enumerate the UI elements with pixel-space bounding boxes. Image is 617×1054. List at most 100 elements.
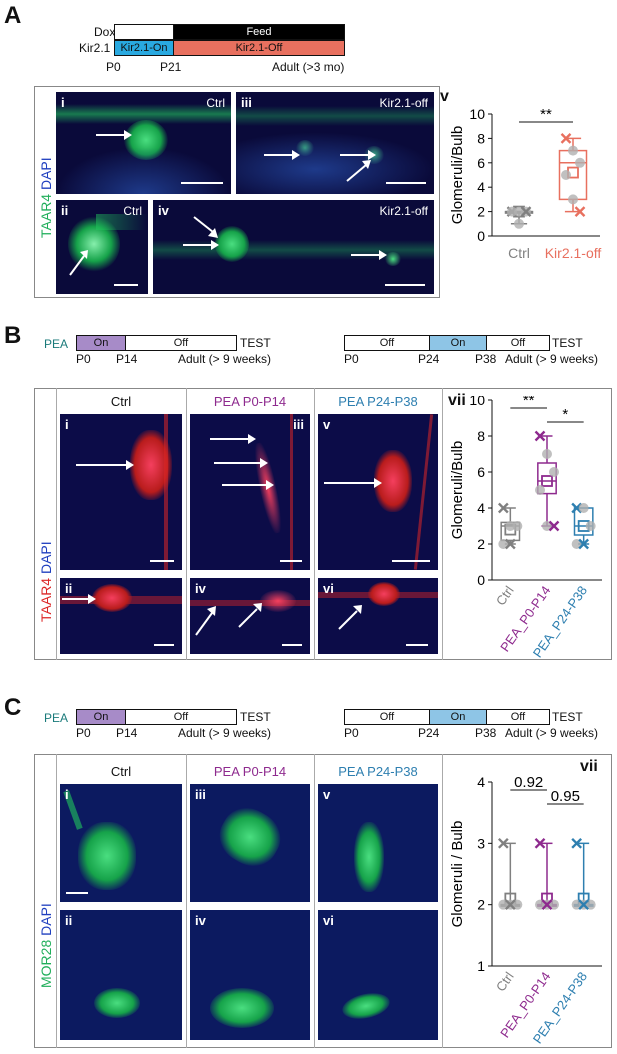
category-label: Kir2.1-off: [545, 245, 602, 261]
image-label: i: [65, 787, 69, 802]
tick-adult: Adult (>3 mo): [272, 60, 345, 74]
arrow-icon: [69, 250, 88, 276]
image-label: v: [323, 787, 331, 802]
data-point: [498, 539, 509, 549]
arrow-icon: [264, 150, 300, 160]
timeline2-on-bar: On: [429, 709, 487, 725]
chart-b: 0246810Glomeruli/BulbCtrlPEA_P0-P14PEA_P…: [449, 396, 602, 658]
image-label: ii: [61, 203, 69, 218]
y-tick-label: 0: [477, 572, 485, 588]
y-axis-label: Glomeruli/Bulb: [449, 441, 466, 539]
y-tick-label: 0: [477, 228, 485, 244]
y-axis-label: Glomeruli/Bulb: [449, 126, 466, 224]
category-label: Ctrl: [493, 583, 517, 608]
image-condition: Ctrl: [206, 96, 225, 110]
data-point: [549, 899, 559, 910]
tick-p14: P14: [116, 726, 138, 740]
data-point: [535, 485, 545, 495]
micrograph-a-iii: iii Kir2.1-off: [236, 92, 434, 194]
data-point: [578, 899, 590, 911]
scale-bar: [181, 182, 223, 184]
y-tick-label: 2: [477, 897, 485, 913]
data-point: [548, 520, 560, 532]
arrow-icon: [214, 458, 268, 468]
timeline2-test: TEST: [552, 710, 583, 724]
micrograph-c-ii: ii: [60, 910, 182, 1040]
scale-bar: [154, 644, 174, 646]
image-label: v: [323, 417, 331, 432]
significance-label: **: [523, 396, 535, 409]
micrograph-b-ii: ii: [60, 578, 182, 654]
chart-c-roman: vii: [580, 758, 598, 775]
column-header-ctrl: Ctrl: [110, 764, 132, 779]
image-label: vi: [323, 913, 334, 928]
data-point: [505, 521, 516, 531]
tick-p24: P24: [418, 726, 440, 740]
image-condition: Kir2.1-off: [379, 96, 428, 110]
data-point: [571, 899, 582, 910]
y-tick-label: 3: [477, 835, 485, 851]
panel-b-frame: [34, 388, 612, 660]
y-tick-label: 6: [477, 155, 485, 171]
timeline-on-bar: On: [76, 709, 126, 725]
data-point: [568, 145, 578, 156]
y-tick-label: 8: [477, 130, 485, 146]
panel-c-frame: [34, 754, 612, 1048]
y-tick-label: 8: [477, 428, 485, 444]
micrograph-a-ii: ii Ctrl: [56, 200, 148, 294]
scale-bar: [150, 560, 174, 562]
micrograph-c-vi: vi: [318, 910, 438, 1040]
y-tick-label: 1: [477, 958, 485, 974]
tick-p0: P0: [344, 352, 359, 366]
data-point: [560, 133, 572, 144]
y-tick-label: 4: [477, 500, 485, 516]
image-label: i: [65, 417, 69, 432]
significance-label: *: [562, 406, 568, 423]
arrow-icon: [340, 150, 376, 160]
image-label: iii: [293, 417, 304, 432]
micrograph-c-iii: iii: [190, 784, 310, 902]
timeline2-on-bar: On: [429, 335, 487, 351]
panel-c-stain-label: MOR28 DAPI: [38, 903, 54, 988]
data-point: [541, 899, 553, 911]
category-label: Ctrl: [508, 245, 530, 261]
timeline2-off-bar: Off: [344, 709, 430, 725]
data-point: [574, 206, 586, 217]
image-condition: Ctrl: [123, 204, 142, 218]
data-point: [504, 899, 516, 911]
data-point: [542, 521, 552, 531]
micrograph-b-iii: iii: [190, 414, 310, 570]
data-point: [512, 521, 523, 531]
arrow-icon: [222, 480, 274, 490]
panel-b-stain-label: TAAR4 DAPI: [38, 541, 54, 622]
pea-label: PEA: [44, 711, 69, 725]
y-tick-label: 10: [469, 106, 485, 122]
data-point: [514, 218, 524, 229]
panel-a-image-frame: [34, 86, 440, 298]
arrow-icon: [76, 460, 134, 470]
data-point: [520, 206, 532, 217]
micrograph-b-vi: vi: [318, 578, 438, 654]
tick-adult: Adult (> 9 weeks): [178, 726, 272, 740]
tick-p0: P0: [76, 352, 91, 366]
timeline-test: TEST: [240, 336, 271, 350]
data-point: [534, 430, 546, 442]
scale-bar: [66, 892, 88, 894]
data-point: [507, 206, 517, 217]
pea-label: PEA: [44, 337, 69, 351]
arrow-icon: [351, 250, 387, 260]
arrow-icon: [210, 434, 256, 444]
data-point: [568, 194, 578, 205]
image-label: iii: [195, 787, 206, 802]
data-point: [571, 837, 583, 849]
tick-adult: Adult (> 9 weeks): [505, 726, 599, 740]
tick-p38: P38: [475, 352, 497, 366]
mean-marker: [541, 475, 553, 487]
chart-a-roman: v: [440, 88, 449, 105]
scale-bar: [114, 284, 138, 286]
kir-off-bar: Kir2.1-Off: [173, 40, 345, 56]
y-tick-label: 4: [477, 774, 485, 790]
arrow-icon: [195, 606, 216, 636]
column-header-p24: PEA P24-P38: [338, 764, 418, 779]
